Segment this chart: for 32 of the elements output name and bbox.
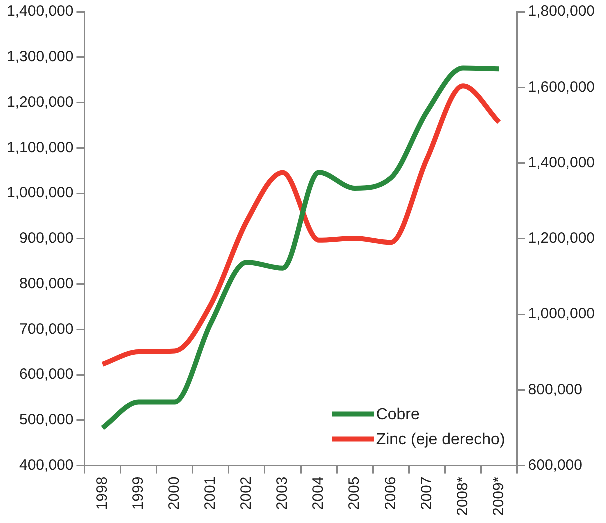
legend-label: Cobre (376, 406, 420, 424)
x-tick-label: 1998 (94, 476, 111, 510)
legend-label: Zinc (eje derecho) (376, 432, 506, 449)
y-tick-label: 1,000,000 (6, 184, 74, 202)
x-tick-label: 2006 (382, 476, 400, 510)
x-tick-label: 2004 (310, 476, 328, 510)
y2-tick-label: 1,600,000 (528, 78, 596, 96)
y-tick-label: 500,000 (19, 412, 74, 429)
x-tick-label: 2000 (166, 476, 183, 510)
y-tick-label: 1,300,000 (6, 48, 74, 66)
x-tick-label: 2003 (274, 476, 292, 510)
y-tick-label: 900,000 (19, 230, 74, 248)
x-tick-label: 2002 (238, 476, 256, 510)
x-tick-label: 2008* (454, 476, 472, 516)
y-tick-label: 800,000 (19, 275, 74, 292)
x-tick-label: 2001 (202, 476, 220, 510)
x-tick-label: 2009* (490, 476, 508, 516)
y-tick-label: 1,100,000 (6, 139, 74, 156)
x-tick-label: 1999 (130, 476, 147, 510)
y2-tick-label: 1,800,000 (528, 3, 596, 20)
y-tick-label: 600,000 (19, 366, 74, 384)
y2-tick-label: 1,400,000 (528, 154, 596, 172)
y-tick-label: 1,400,000 (6, 3, 74, 20)
x-tick-label: 2007 (418, 476, 436, 510)
y2-tick-label: 1,000,000 (528, 306, 596, 323)
y2-tick-label: 800,000 (528, 381, 583, 398)
y-tick-label: 400,000 (19, 456, 74, 474)
y2-tick-label: 1,200,000 (528, 230, 596, 248)
y-tick-label: 1,200,000 (6, 94, 74, 111)
x-tick-label: 2005 (346, 476, 364, 510)
y-tick-label: 700,000 (19, 320, 74, 338)
y2-tick-label: 600,000 (528, 456, 583, 474)
